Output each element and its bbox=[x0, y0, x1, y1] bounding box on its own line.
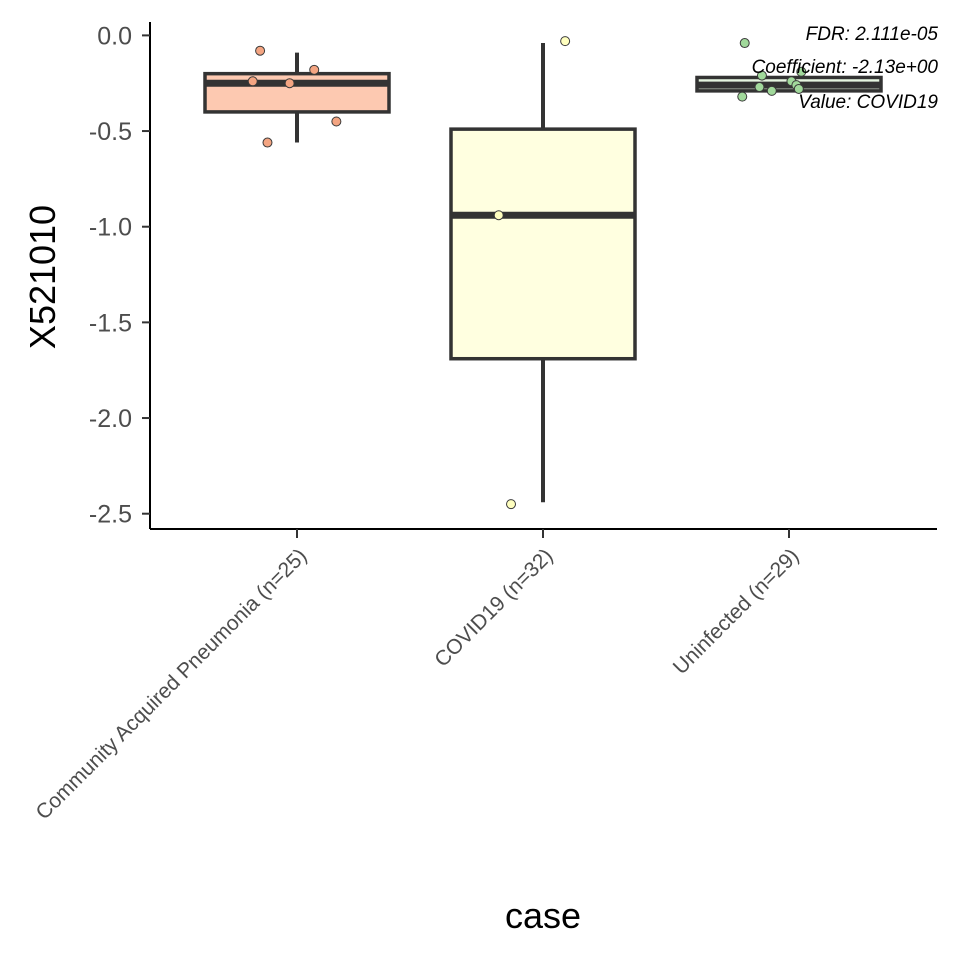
data-point bbox=[331, 116, 342, 127]
data-point bbox=[309, 64, 320, 75]
y-tick-label: -1.5 bbox=[89, 309, 132, 337]
x-tick-label: COVID19 (n=32) bbox=[430, 544, 557, 671]
box-group bbox=[203, 52, 391, 143]
y-tick-label: -0.5 bbox=[89, 118, 132, 146]
data-point bbox=[796, 66, 807, 77]
data-point bbox=[739, 38, 750, 49]
y-tick-label: 0.0 bbox=[97, 22, 132, 50]
y-tick-label: -2.0 bbox=[89, 405, 132, 433]
annotation-value: Value: COVID19 bbox=[798, 92, 938, 113]
data-point bbox=[793, 83, 804, 94]
annotation-coefficient: Coefficient: -2.13e+00 bbox=[752, 57, 939, 78]
y-tick-label: -1.0 bbox=[89, 214, 132, 242]
data-point bbox=[506, 499, 517, 510]
data-point bbox=[560, 36, 571, 47]
annotation-fdr: FDR: 2.111e-05 bbox=[806, 24, 939, 45]
box-rect bbox=[203, 71, 391, 114]
x-tick-label: Uninfected (n=29) bbox=[669, 544, 804, 679]
y-axis-title: X521010 bbox=[22, 205, 63, 349]
boxes-layer bbox=[203, 43, 883, 503]
points-layer bbox=[247, 36, 807, 510]
data-point bbox=[247, 76, 258, 87]
x-tick-label: Community Acquired Pneumonia (n=25) bbox=[32, 544, 312, 824]
box-group bbox=[449, 43, 637, 503]
data-point bbox=[284, 78, 295, 89]
data-point bbox=[262, 137, 273, 148]
data-point bbox=[766, 85, 777, 96]
data-point bbox=[737, 91, 748, 102]
data-point bbox=[493, 210, 504, 221]
box-rect bbox=[449, 127, 637, 361]
data-point bbox=[756, 70, 767, 81]
data-point bbox=[754, 82, 765, 93]
x-axis-title: case bbox=[505, 895, 581, 936]
y-tick-label: -2.5 bbox=[89, 501, 132, 529]
data-point bbox=[255, 45, 266, 56]
